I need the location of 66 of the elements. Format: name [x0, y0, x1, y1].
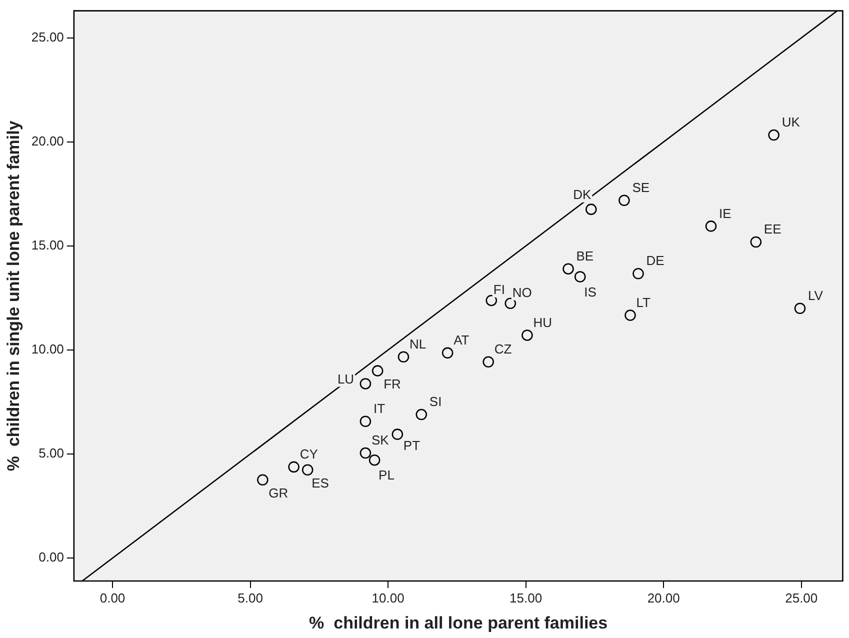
point — [522, 330, 533, 341]
point — [624, 310, 636, 321]
data-label: LV — [808, 288, 824, 303]
y-tick-label: 10.00 — [31, 342, 64, 357]
data-label: IS — [584, 284, 597, 300]
point — [504, 298, 516, 310]
data-label: DK — [573, 186, 592, 202]
data-label: SE — [632, 180, 650, 195]
point — [368, 454, 380, 466]
data-label: PT — [403, 438, 420, 453]
y-tick-label: 5.00 — [38, 446, 64, 461]
point — [585, 204, 597, 215]
data-label: GR — [268, 485, 288, 500]
x-tick-label: 25.00 — [785, 590, 818, 606]
point — [302, 464, 314, 476]
y-axis-title: % children in single unit lone parent family — [4, 120, 23, 472]
y-tick-label: 25.00 — [31, 29, 64, 44]
x-tick-label: 10.00 — [372, 590, 404, 606]
x-tick-label: 20.00 — [647, 590, 680, 606]
data-label: FI — [493, 282, 505, 298]
point — [768, 129, 780, 141]
y-tick-label: 0.00 — [38, 550, 64, 565]
point — [632, 268, 644, 280]
data-label: HU — [533, 314, 552, 330]
point — [392, 428, 404, 440]
point — [372, 365, 384, 376]
x-tick-label: 15.00 — [510, 590, 542, 606]
data-label: CZ — [494, 341, 512, 356]
point — [360, 416, 372, 428]
x-axis-title: % children in all lone parent families — [309, 613, 608, 632]
data-label: SK — [371, 432, 390, 448]
y-tick-label: 15.00 — [31, 238, 64, 253]
data-label: IE — [718, 206, 732, 221]
data-label: DE — [646, 253, 665, 268]
point — [486, 294, 498, 306]
point — [257, 474, 268, 486]
data-label: LU — [337, 371, 354, 386]
data-label: SI — [429, 394, 442, 410]
data-label: ES — [312, 475, 330, 490]
data-label: LT — [636, 294, 651, 310]
data-label: BE — [576, 248, 594, 264]
point — [360, 447, 372, 459]
point — [482, 356, 494, 368]
y-tick-label: 20.00 — [31, 133, 64, 148]
data-label: PL — [378, 468, 394, 483]
point — [574, 271, 586, 282]
point — [750, 236, 762, 248]
data-label: EE — [764, 222, 782, 237]
data-label: UK — [782, 114, 800, 130]
point — [398, 351, 410, 363]
point — [442, 347, 454, 359]
data-label: CY — [300, 446, 318, 462]
point — [794, 302, 806, 314]
x-tick-label: 5.00 — [238, 590, 263, 606]
point — [618, 194, 630, 206]
data-label: FR — [384, 376, 401, 392]
point — [288, 461, 300, 473]
data-label: IT — [373, 400, 386, 416]
data-label: AT — [454, 332, 470, 348]
point — [705, 220, 717, 232]
point — [360, 378, 372, 390]
point — [562, 263, 574, 274]
data-label: NL — [409, 336, 426, 352]
data-label: NO — [512, 284, 532, 300]
x-tick-label: 0.00 — [100, 590, 126, 606]
point — [416, 408, 428, 420]
